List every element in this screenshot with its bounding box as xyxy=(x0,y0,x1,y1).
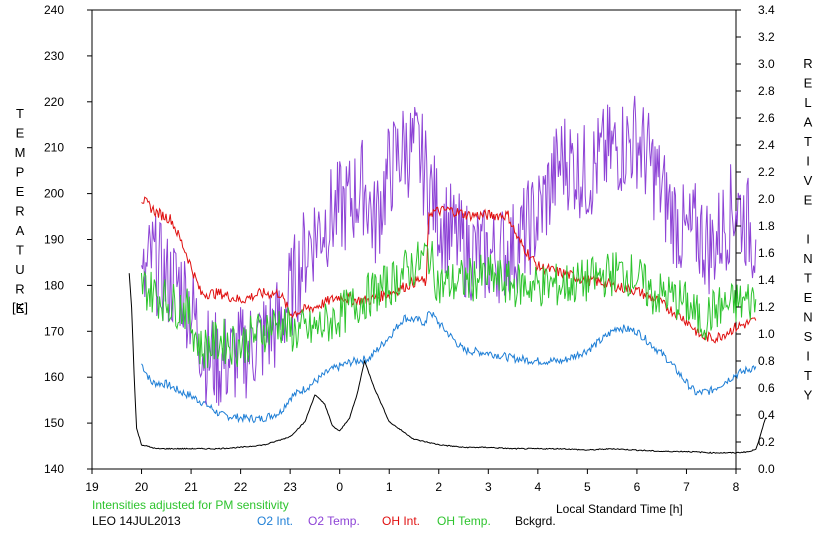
y-left-tick-label: 140 xyxy=(44,462,64,476)
sensitivity-note: Intensities adjusted for PM sensitivity xyxy=(92,498,289,512)
y-left-tick-label: 230 xyxy=(44,49,64,63)
y-left-tick-label: 210 xyxy=(44,141,64,155)
y-right-tick-label: 2.8 xyxy=(758,84,775,98)
y-left-tick-label: 160 xyxy=(44,370,64,384)
station-date: LEO 14JUL2013 xyxy=(92,514,181,528)
y-right-tick-label: 0.8 xyxy=(758,354,775,368)
y-right-tick-label: 1.2 xyxy=(758,300,775,314)
x-tick-label: 19 xyxy=(85,480,99,494)
legend-oh-int: OH Int. xyxy=(382,514,420,528)
x-tick-label: 6 xyxy=(634,480,641,494)
y-axis-unit-left: [K] xyxy=(12,300,28,315)
series-line-o2-int xyxy=(141,310,757,424)
x-tick-label: 20 xyxy=(135,480,149,494)
plot-frame xyxy=(91,9,737,470)
y-right-tick-label: 2.4 xyxy=(758,138,775,152)
x-tick-label: 3 xyxy=(485,480,492,494)
y-left-tick-label: 200 xyxy=(44,187,64,201)
y-right-tick-label: 3.0 xyxy=(758,57,775,71)
x-axis-label: Local Standard Time [h] xyxy=(556,502,683,516)
series-layer xyxy=(128,95,767,454)
x-tick-label: 4 xyxy=(535,480,542,494)
y-left-tick-label: 240 xyxy=(44,3,64,17)
y-right-tick-label: 0.0 xyxy=(758,462,775,476)
legend-o2-temp: O2 Temp. xyxy=(308,514,360,528)
y-left-tick-label: 180 xyxy=(44,278,64,292)
y-right-tick-label: 1.0 xyxy=(758,327,775,341)
y-left-tick-label: 190 xyxy=(44,233,64,247)
y-right-tick-label: 0.6 xyxy=(758,381,775,395)
y-right-tick-label: 2.6 xyxy=(758,111,775,125)
ticks-layer: 19 20 21 22 23 0 1 2 3 4 5 6 7 8140150160170180190200… xyxy=(44,3,775,494)
x-tick-label: 7 xyxy=(683,480,690,494)
series-line-oh-int xyxy=(141,196,757,344)
x-tick-label: 2 xyxy=(435,480,442,494)
y-left-tick-label: 220 xyxy=(44,95,64,109)
y-right-tick-label: 3.4 xyxy=(758,3,775,17)
legend-o2-int: O2 Int. xyxy=(257,514,293,528)
y-right-tick-label: 0.4 xyxy=(758,408,775,422)
x-tick-label: 5 xyxy=(584,480,591,494)
series-line-oh-temp xyxy=(141,241,757,369)
x-tick-label: 0 xyxy=(336,480,343,494)
y-right-tick-label: 2.0 xyxy=(758,192,775,206)
x-tick-label: 1 xyxy=(386,480,393,494)
legend-oh-temp: OH Temp. xyxy=(437,514,491,528)
y-right-tick-label: 3.2 xyxy=(758,30,775,44)
legend-bckgrd: Bckgrd. xyxy=(515,514,556,528)
y-left-tick-label: 170 xyxy=(44,324,64,338)
y-right-tick-label: 1.4 xyxy=(758,273,775,287)
y-right-tick-label: 1.8 xyxy=(758,219,775,233)
x-tick-label: 8 xyxy=(733,480,740,494)
series-line-bckgrd xyxy=(128,273,767,454)
y-right-tick-label: 1.6 xyxy=(758,246,775,260)
y-left-tick-label: 150 xyxy=(44,416,64,430)
x-tick-label: 22 xyxy=(234,480,248,494)
y-right-tick-label: 2.2 xyxy=(758,165,775,179)
x-tick-label: 21 xyxy=(184,480,198,494)
x-tick-label: 23 xyxy=(283,480,297,494)
y-right-tick-label: 0.2 xyxy=(758,435,775,449)
series-line-o2-temp xyxy=(141,95,757,406)
